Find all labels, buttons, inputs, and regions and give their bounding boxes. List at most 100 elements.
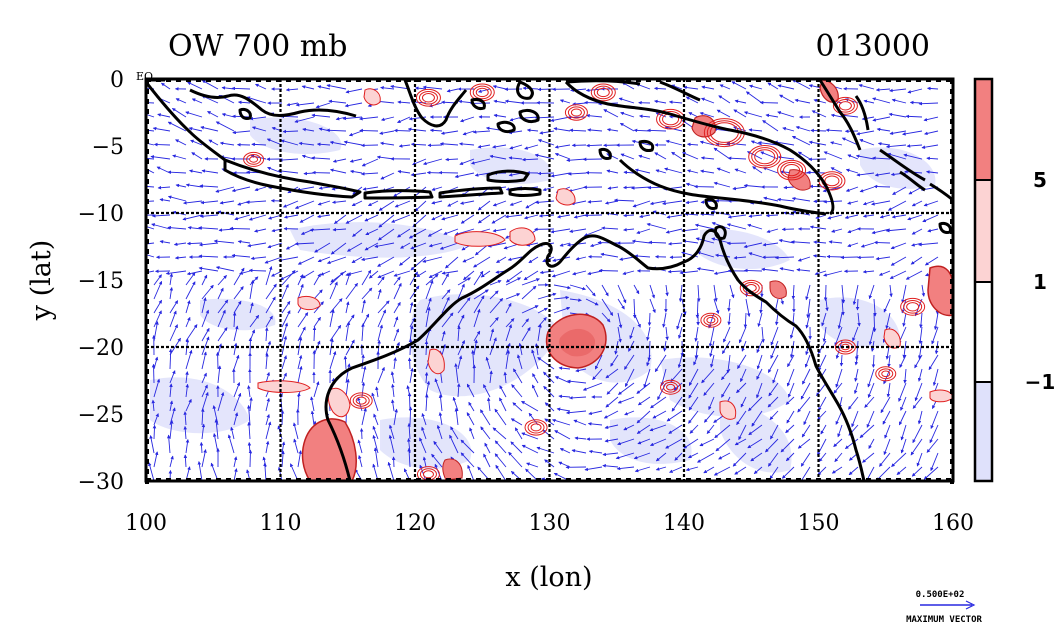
wind-vector	[443, 228, 459, 235]
border-check	[856, 78, 861, 82]
wind-vector	[877, 142, 891, 146]
wind-vector	[917, 368, 923, 382]
wind-vector	[902, 312, 907, 327]
y-axis-ticks: 0 −5 −10 −15 −20 −25 −30	[78, 68, 124, 495]
border-check	[746, 478, 751, 482]
wind-vector	[534, 343, 539, 356]
wind-vector	[662, 312, 667, 328]
border-check	[950, 239, 954, 244]
border-check	[376, 478, 381, 482]
border-check	[586, 478, 591, 482]
wind-vector	[809, 480, 810, 481]
wind-vector	[831, 228, 843, 233]
wind-vector	[234, 214, 251, 221]
wind-vector	[146, 200, 155, 202]
wind-vector	[457, 283, 465, 300]
wind-vector	[169, 286, 174, 300]
border-check	[950, 169, 954, 174]
border-check	[950, 259, 954, 264]
wind-vector	[457, 277, 471, 286]
wind-vector	[217, 287, 224, 300]
border-check	[826, 478, 831, 482]
border-check	[596, 78, 601, 82]
wind-vector	[185, 111, 203, 118]
wind-vector	[169, 273, 174, 286]
border-check	[950, 309, 954, 314]
wind-vector	[606, 169, 619, 174]
wind-vector	[167, 170, 187, 174]
border-check	[145, 239, 149, 244]
wind-vector	[923, 116, 939, 122]
wind-vector	[873, 298, 877, 317]
border-check	[276, 478, 281, 482]
wind-vector	[492, 144, 507, 149]
wind-vector	[873, 240, 891, 245]
wind-vector	[678, 326, 683, 339]
wind-vector	[199, 184, 219, 188]
wind-vector	[157, 113, 171, 118]
wind-vector	[231, 253, 251, 258]
border-check	[916, 78, 921, 82]
wind-vector	[899, 354, 907, 369]
time-stamp: 013000	[815, 29, 930, 64]
wind-vector	[700, 169, 715, 174]
wind-vector	[875, 88, 891, 92]
border-check	[576, 78, 581, 82]
wind-vector	[569, 298, 582, 302]
wind-vector	[538, 214, 555, 218]
border-check	[916, 478, 921, 482]
border-check	[256, 78, 261, 82]
wind-vector	[617, 298, 625, 310]
wind-vector	[617, 326, 622, 343]
wind-vector	[592, 368, 603, 381]
wind-vector	[767, 396, 779, 408]
wind-vector	[766, 228, 779, 234]
border-check	[366, 78, 371, 82]
wind-vector	[377, 256, 395, 267]
wind-vector	[873, 184, 891, 189]
wind-vector	[926, 156, 939, 161]
wind-vector	[219, 200, 235, 205]
wind-vector	[434, 378, 443, 398]
wind-vector	[740, 368, 747, 383]
wind-vector	[845, 186, 859, 192]
wind-vector	[856, 172, 875, 177]
wind-vector	[567, 172, 587, 176]
wind-vector	[428, 242, 443, 248]
wind-vector	[741, 340, 747, 352]
wind-vector	[311, 156, 331, 160]
wind-vector	[477, 214, 491, 224]
wind-vector	[727, 312, 731, 326]
wind-vector	[619, 256, 635, 261]
wind-vector	[264, 256, 283, 264]
wind-vector	[473, 289, 489, 300]
wind-vector	[283, 214, 299, 219]
wind-vector	[183, 200, 203, 205]
wind-vector	[796, 268, 811, 272]
wind-vector	[654, 152, 667, 160]
wind-vector	[716, 109, 731, 118]
wind-vector	[847, 154, 859, 160]
wind-vector	[586, 113, 603, 118]
wind-vector	[748, 252, 763, 258]
border-check	[145, 169, 149, 174]
border-check	[646, 478, 651, 482]
border-check	[950, 179, 954, 184]
wind-vector	[736, 382, 747, 394]
wind-vector	[429, 128, 443, 133]
wind-vector	[393, 282, 402, 300]
wind-vector	[719, 84, 731, 90]
wind-vector	[636, 382, 651, 394]
wind-vector	[470, 158, 491, 165]
wind-vector	[377, 324, 384, 342]
wind-vector	[186, 241, 203, 246]
border-check	[226, 78, 231, 82]
wind-vector	[346, 242, 363, 252]
wind-vector	[874, 172, 891, 177]
wind-vector	[601, 312, 611, 323]
border-check	[756, 478, 761, 482]
wind-vector	[169, 370, 176, 384]
border-check	[950, 79, 954, 84]
border-check	[866, 478, 871, 482]
wind-vector	[249, 302, 254, 314]
